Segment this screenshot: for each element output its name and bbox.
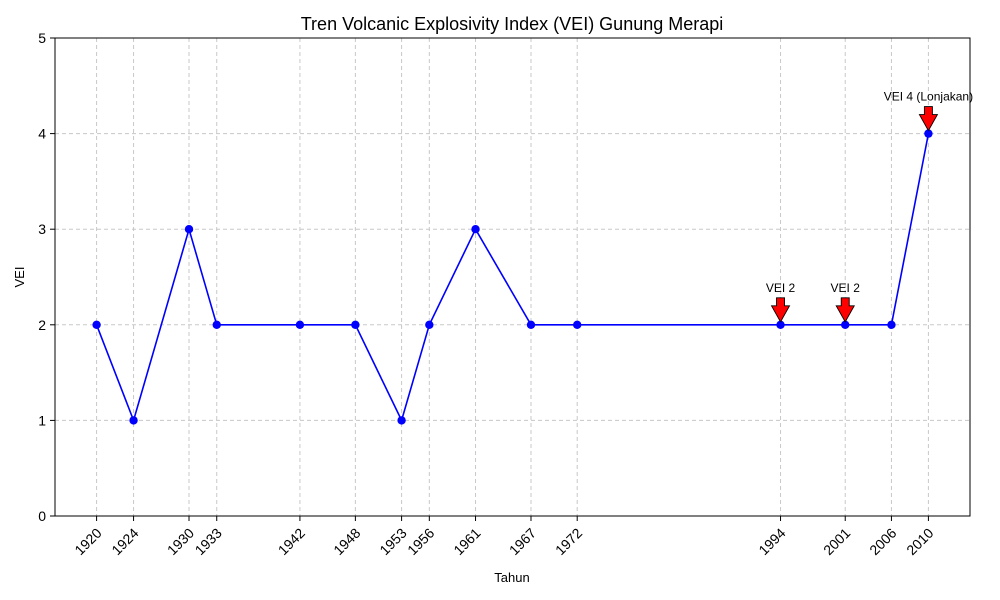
x-tick-label: 1930 xyxy=(164,525,197,558)
data-point xyxy=(295,320,305,329)
data-point xyxy=(397,416,406,425)
y-tick-label: 1 xyxy=(38,412,46,428)
x-tick-label: 2006 xyxy=(866,525,899,558)
y-axis-label: VEI xyxy=(12,267,27,288)
series-layer xyxy=(92,129,933,425)
data-point xyxy=(924,129,933,138)
x-tick-label: 1942 xyxy=(275,525,308,558)
annotation-arrow xyxy=(918,106,939,132)
y-tick-label: 5 xyxy=(38,30,46,46)
x-tick-label: 2010 xyxy=(903,525,936,558)
data-point xyxy=(776,320,785,329)
annotation-label: VEI 2 xyxy=(766,281,796,295)
y-tick-label: 3 xyxy=(38,221,46,237)
chart-title: Tren Volcanic Explosivity Index (VEI) Gu… xyxy=(301,14,724,34)
data-point xyxy=(841,320,850,329)
plot-frame xyxy=(54,37,971,517)
x-tick-label: 1924 xyxy=(108,525,141,558)
annotation-label: VEI 4 (Lonjakan) xyxy=(884,90,973,104)
y-axis-ticks: 0 1 2 3 4 5 xyxy=(38,30,55,524)
data-point xyxy=(351,320,360,329)
data-point xyxy=(425,320,434,329)
annotation-label: VEI 2 xyxy=(831,281,861,295)
x-tick-label: 1967 xyxy=(506,525,539,558)
data-point xyxy=(887,320,896,329)
x-tick-label: 1920 xyxy=(71,525,104,558)
data-point xyxy=(471,225,480,234)
x-tick-label: 2001 xyxy=(820,525,853,558)
data-point xyxy=(572,320,582,329)
grid xyxy=(55,37,970,517)
annotation-arrow xyxy=(770,297,791,323)
data-point xyxy=(212,320,221,329)
y-tick-label: 2 xyxy=(38,317,46,333)
data-point xyxy=(526,320,536,329)
x-tick-label: 1994 xyxy=(755,525,788,558)
x-tick-label: 1956 xyxy=(404,525,437,558)
data-point xyxy=(129,416,138,425)
x-tick-label: 1948 xyxy=(330,525,363,558)
annotations: VEI 2 VEI 2 VEI 4 (Lonjakan) xyxy=(766,90,973,323)
x-tick-label: 1953 xyxy=(376,525,409,558)
x-tick-label: 1972 xyxy=(552,525,585,558)
series-line xyxy=(95,133,930,423)
annotation-arrow xyxy=(835,297,855,323)
x-tick-label: 1933 xyxy=(192,525,225,558)
x-tick-label: 1961 xyxy=(450,525,483,558)
x-axis-label: Tahun xyxy=(494,570,529,585)
y-tick-label: 0 xyxy=(38,508,46,524)
data-point xyxy=(184,225,194,234)
data-point xyxy=(92,320,101,329)
y-tick-label: 4 xyxy=(38,126,46,142)
